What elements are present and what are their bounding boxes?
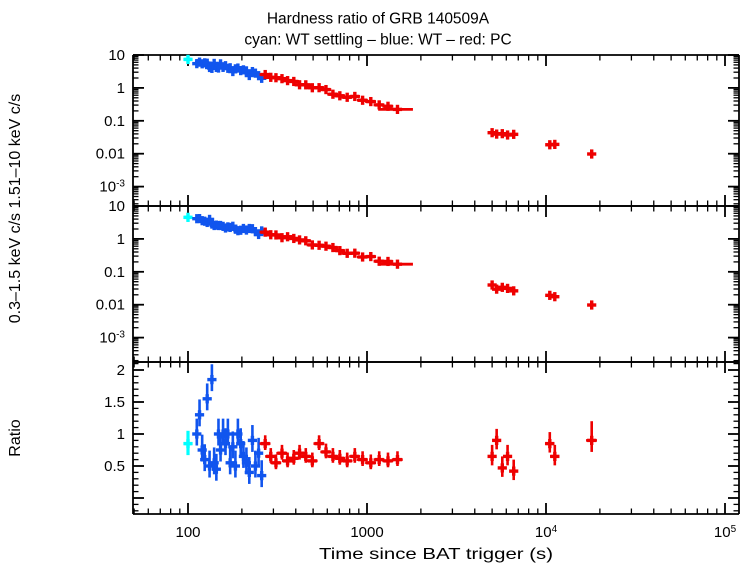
svg-text:1: 1 xyxy=(117,80,125,97)
svg-text:Time since BAT trigger (s): Time since BAT trigger (s) xyxy=(319,546,553,563)
svg-text:10: 10 xyxy=(108,198,125,215)
svg-text:0.3–1.5 keV c/s 1.51–10 keV c: 0.3–1.5 keV c/s 1.51–10 keV c/s xyxy=(7,94,24,323)
svg-text:100: 100 xyxy=(175,524,200,541)
svg-text:10-3: 10-3 xyxy=(99,329,125,347)
svg-text:0.1: 0.1 xyxy=(104,113,125,130)
svg-text:cyan: WT settling – blue: WT –: cyan: WT settling – blue: WT – red: PC xyxy=(244,32,511,49)
svg-text:1.5: 1.5 xyxy=(104,394,125,411)
svg-text:0.01: 0.01 xyxy=(96,297,125,314)
svg-text:Hardness ratio of GRB 140509A: Hardness ratio of GRB 140509A xyxy=(267,11,490,28)
svg-text:10: 10 xyxy=(108,47,125,64)
svg-text:2: 2 xyxy=(117,362,125,379)
svg-text:1000: 1000 xyxy=(350,524,383,541)
svg-text:0.01: 0.01 xyxy=(96,146,125,163)
svg-text:0.1: 0.1 xyxy=(104,264,125,281)
svg-text:10-3: 10-3 xyxy=(99,178,125,196)
svg-text:105: 105 xyxy=(714,524,737,542)
svg-text:0.5: 0.5 xyxy=(104,458,125,475)
svg-text:1: 1 xyxy=(117,231,125,248)
svg-text:104: 104 xyxy=(535,524,558,542)
svg-text:Ratio: Ratio xyxy=(7,419,24,456)
svg-text:1: 1 xyxy=(117,426,125,443)
